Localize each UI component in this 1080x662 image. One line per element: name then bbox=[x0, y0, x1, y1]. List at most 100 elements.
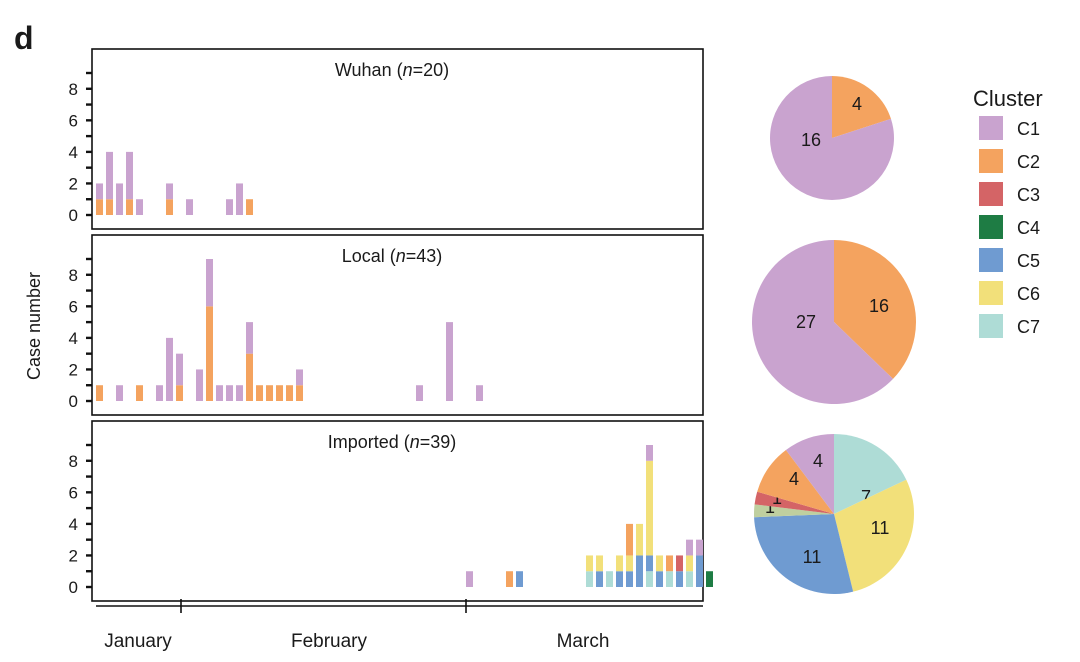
bar-segment-c5 bbox=[626, 571, 633, 587]
legend-swatch-c4 bbox=[979, 215, 1003, 239]
legend-label: C2 bbox=[1017, 152, 1040, 172]
y-tick-label: 4 bbox=[69, 329, 78, 348]
legend-swatch-c6 bbox=[979, 281, 1003, 305]
bar-segment-c2 bbox=[206, 306, 213, 401]
legend-label: C4 bbox=[1017, 218, 1040, 238]
pie-slice-label: 27 bbox=[796, 312, 816, 332]
bar-segment-c1 bbox=[226, 199, 233, 215]
bar-segment-c5 bbox=[516, 571, 523, 587]
bar-segment-c2 bbox=[96, 199, 103, 215]
bar-segment-c1 bbox=[196, 369, 203, 401]
bar-segment-c6 bbox=[656, 555, 663, 572]
y-tick-label: 2 bbox=[69, 546, 78, 565]
y-tick-label: 8 bbox=[69, 266, 78, 285]
y-tick-label: 0 bbox=[69, 206, 78, 225]
legend-swatch-c2 bbox=[979, 149, 1003, 173]
panel-frame bbox=[91, 420, 704, 602]
bar-segment-c5 bbox=[636, 555, 643, 587]
bar-segment-c5 bbox=[656, 571, 663, 587]
bar-segment-c4 bbox=[706, 571, 713, 587]
panel-frame bbox=[91, 48, 704, 230]
bar-segment-c5 bbox=[596, 571, 603, 587]
legend-label: C6 bbox=[1017, 284, 1040, 304]
pie-slice-c3 bbox=[754, 491, 834, 514]
legend-label: C5 bbox=[1017, 251, 1040, 271]
bar-segment-c1 bbox=[416, 385, 423, 401]
panel-title: Wuhan (n=20) bbox=[335, 60, 449, 80]
bar-segment-c2 bbox=[256, 385, 263, 401]
bar-segment-c2 bbox=[506, 571, 513, 587]
bar-segment-c5 bbox=[646, 555, 653, 572]
pie-slice-label: 4 bbox=[789, 469, 799, 489]
bar-segment-c1 bbox=[246, 322, 253, 354]
bar-segment-c1 bbox=[446, 322, 453, 401]
bar-segment-c1 bbox=[176, 353, 183, 386]
bar-segment-c1 bbox=[686, 539, 693, 556]
bar-segment-c6 bbox=[596, 555, 603, 572]
bar-panel: 0 2 4 6 8 Imported (n=39) bbox=[69, 420, 713, 602]
legend-swatch-c1 bbox=[979, 116, 1003, 140]
legend-label: C7 bbox=[1017, 317, 1040, 337]
pie-slice-label: 4 bbox=[813, 451, 823, 471]
y-tick-label: 2 bbox=[69, 360, 78, 379]
bar-segment-c1 bbox=[236, 183, 243, 215]
bar-panel: 0 2 4 6 8 Wuhan (n=20) bbox=[69, 48, 704, 230]
legend-swatch-c3 bbox=[979, 182, 1003, 206]
bar-segment-c1 bbox=[186, 199, 193, 215]
pie-slice-label: 11 bbox=[871, 518, 890, 538]
bar-segment-c5 bbox=[616, 571, 623, 587]
legend-label: C3 bbox=[1017, 185, 1040, 205]
pie-slice-label: 16 bbox=[801, 130, 821, 150]
bar-segment-c6 bbox=[646, 460, 653, 556]
bar-segment-c1 bbox=[126, 151, 133, 200]
bar-segment-c6 bbox=[616, 555, 623, 572]
bar-panels: 0 2 4 6 8 Wuhan (n=20) 0 2 4 6 8 Local (n=43) 0 2 4 6 8 I… bbox=[69, 48, 713, 602]
y-axis-label: Case number bbox=[24, 272, 44, 380]
pie-slice-c7 bbox=[754, 504, 834, 518]
bar-segment-c2 bbox=[246, 353, 253, 401]
bar-segment-c6 bbox=[686, 555, 693, 572]
y-tick-label: 8 bbox=[69, 80, 78, 99]
bar-segment-c2 bbox=[246, 199, 253, 215]
bar-segment-c5 bbox=[676, 571, 683, 587]
y-tick-label: 4 bbox=[69, 143, 78, 162]
bar-segment-c2 bbox=[286, 385, 293, 401]
panel-frame bbox=[91, 234, 704, 416]
bar-panel: 0 2 4 6 8 Local (n=43) bbox=[69, 234, 704, 416]
month-label: March bbox=[557, 631, 610, 652]
bar-segment-c1 bbox=[206, 259, 213, 307]
bar-segment-c2 bbox=[176, 385, 183, 401]
pie-slice-label: 1 bbox=[772, 488, 782, 508]
pie-slice-c1 bbox=[785, 434, 834, 514]
bar-segment-c2 bbox=[296, 385, 303, 401]
pie-slice-label: 1 bbox=[765, 497, 775, 517]
panel-title: Imported (n=39) bbox=[328, 432, 457, 452]
y-tick-label: 0 bbox=[69, 578, 78, 597]
bar-segment-c1 bbox=[96, 183, 103, 200]
bar-segment-c2 bbox=[106, 199, 113, 215]
bar-segment-c1 bbox=[646, 445, 653, 461]
bar-segment-c1 bbox=[166, 337, 173, 401]
bar-segment-c1 bbox=[226, 385, 233, 401]
pie-slice-label: 11 bbox=[803, 547, 822, 567]
panel-letter: d bbox=[14, 20, 34, 56]
bar-segment-c1 bbox=[236, 385, 243, 401]
bar-segment-c1 bbox=[296, 369, 303, 386]
bar-segment-c1 bbox=[466, 571, 473, 587]
pie-slice-c1 bbox=[752, 239, 894, 404]
legend-label: C1 bbox=[1017, 119, 1040, 139]
bar-segment-c1 bbox=[166, 183, 173, 200]
pie-slice-c2 bbox=[757, 450, 834, 514]
y-tick-label: 4 bbox=[69, 515, 78, 534]
bar-segment-c2 bbox=[136, 385, 143, 401]
pie-slice-c2 bbox=[834, 240, 917, 379]
legend-swatch-c7 bbox=[979, 314, 1003, 338]
bar-segment-c2 bbox=[666, 555, 673, 572]
cluster-legend: Cluster C1 C2 C3 C4 C5 C6 C7 bbox=[973, 86, 1043, 338]
bar-segment-c7 bbox=[646, 571, 653, 587]
bar-segment-c7 bbox=[586, 571, 593, 587]
bar-segment-c1 bbox=[116, 385, 123, 401]
bar-segment-c6 bbox=[636, 523, 643, 556]
